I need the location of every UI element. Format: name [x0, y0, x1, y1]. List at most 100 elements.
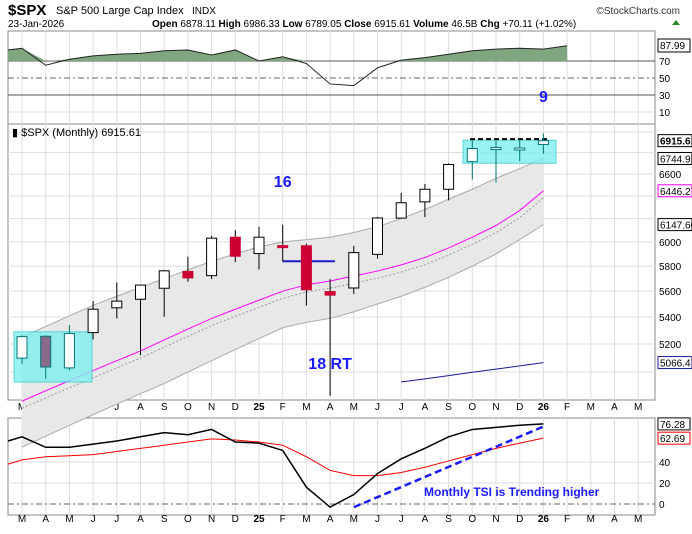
- month-label: 26: [538, 402, 550, 413]
- month-label: O: [468, 514, 476, 525]
- month-label: N: [208, 402, 215, 413]
- month-label: F: [280, 402, 286, 413]
- brand-link[interactable]: ©StockCharts.com: [596, 6, 680, 17]
- rsi-line: [7, 45, 568, 87]
- candle-body: [229, 236, 241, 257]
- month-label: D: [516, 402, 523, 413]
- tsi-annotation: Monthly TSI is Trending higher: [424, 485, 600, 499]
- month-label: N: [492, 514, 499, 525]
- candle-body: [300, 245, 312, 291]
- price-value-label: 6744.95: [660, 154, 692, 165]
- candle-body: [537, 140, 549, 146]
- rsi-value-label: 87.99: [660, 41, 685, 52]
- tsi-tick: 40: [659, 458, 671, 469]
- month-label: 25: [253, 514, 265, 525]
- month-label: J: [399, 514, 404, 525]
- price-value-label: 6915.61: [660, 137, 692, 148]
- month-label: M: [587, 514, 595, 525]
- month-label: 26: [538, 514, 550, 525]
- candle-body: [135, 284, 146, 300]
- month-label: M: [18, 514, 26, 525]
- month-label: F: [280, 514, 286, 525]
- rsi-tick: 50: [659, 74, 671, 85]
- month-label: D: [516, 514, 523, 525]
- month-label: N: [492, 402, 499, 413]
- month-label: N: [208, 514, 215, 525]
- month-label: S: [445, 514, 452, 525]
- month-label: M: [634, 402, 642, 413]
- bollinger-band-fill: [22, 158, 544, 448]
- candle-body: [182, 270, 194, 279]
- price-value-box: [657, 356, 692, 370]
- month-label: A: [422, 514, 429, 525]
- month-label: M: [350, 514, 358, 525]
- candle-body: [87, 308, 99, 334]
- candle-body: [443, 164, 455, 190]
- price-tick: 6600: [659, 170, 682, 181]
- month-label: S: [161, 514, 168, 525]
- month-label: J: [114, 514, 119, 525]
- long-ma-line: [401, 362, 544, 383]
- signal-line: [7, 437, 544, 477]
- candle-body: [514, 147, 526, 151]
- panel-frame-2: [7, 417, 656, 516]
- count-annotation: 9: [539, 89, 548, 106]
- month-label: O: [184, 402, 192, 413]
- trend-line: [353, 425, 545, 509]
- tsi-tick: 20: [659, 479, 671, 490]
- month-label: A: [137, 514, 144, 525]
- month-label: A: [327, 514, 334, 525]
- candle-body: [372, 217, 383, 255]
- month-label: A: [137, 402, 144, 413]
- month-label: A: [611, 402, 618, 413]
- month-label: M: [587, 402, 595, 413]
- price-value-box: [657, 218, 692, 232]
- month-label: A: [42, 514, 49, 525]
- rsi-tick: 30: [659, 91, 671, 102]
- price-value-label: 5066.47: [660, 359, 692, 370]
- month-label: J: [91, 514, 96, 525]
- lower-band-line: [21, 224, 544, 448]
- month-label: S: [445, 402, 452, 413]
- month-label: S: [161, 402, 168, 413]
- month-label: O: [468, 402, 476, 413]
- month-label: M: [350, 402, 358, 413]
- price-tick: 5400: [659, 313, 682, 324]
- quote-date: 23-Jan-2026: [8, 19, 65, 30]
- month-label: M: [65, 514, 73, 525]
- rsi-tick: 10: [659, 108, 671, 119]
- index-name: S&P 500 Large Cap Index: [56, 5, 184, 17]
- month-label: M: [634, 514, 642, 525]
- month-label: 25: [253, 402, 265, 413]
- month-label: O: [184, 514, 192, 525]
- month-label: D: [232, 402, 239, 413]
- count-annotation: 16: [274, 174, 292, 191]
- tsi-tick: 0: [659, 500, 665, 511]
- month-label: A: [422, 402, 429, 413]
- month-label: D: [232, 514, 239, 525]
- rsi-overbought-fill: [8, 45, 568, 61]
- month-label: J: [114, 402, 119, 413]
- highlight-box: [462, 139, 557, 164]
- candle-body: [348, 252, 360, 289]
- chart-header: $SPX S&P 500 Large Cap Index INDX ©Stock…: [8, 2, 680, 30]
- count-annotation: 18 RT: [308, 356, 352, 373]
- month-label: J: [375, 514, 380, 525]
- tsi-value-box: [657, 431, 691, 445]
- price-tick: 6000: [659, 238, 682, 249]
- tsi-value-label: 62.69: [660, 434, 685, 445]
- price-value-box: [657, 151, 692, 165]
- price-value-label: 6147.60: [660, 221, 692, 232]
- price-tick: 5200: [659, 340, 682, 351]
- price-panel-title: ▮ $SPX (Monthly) 6915.61: [12, 127, 141, 139]
- rsi-tick: 70: [659, 57, 671, 68]
- price-tick: 5600: [659, 287, 682, 298]
- candle-body: [253, 236, 265, 255]
- price-value-box: [657, 184, 692, 198]
- month-label: J: [399, 402, 404, 413]
- rsi-value-box: [657, 38, 691, 53]
- month-label: F: [564, 514, 570, 525]
- candle-body: [40, 335, 52, 368]
